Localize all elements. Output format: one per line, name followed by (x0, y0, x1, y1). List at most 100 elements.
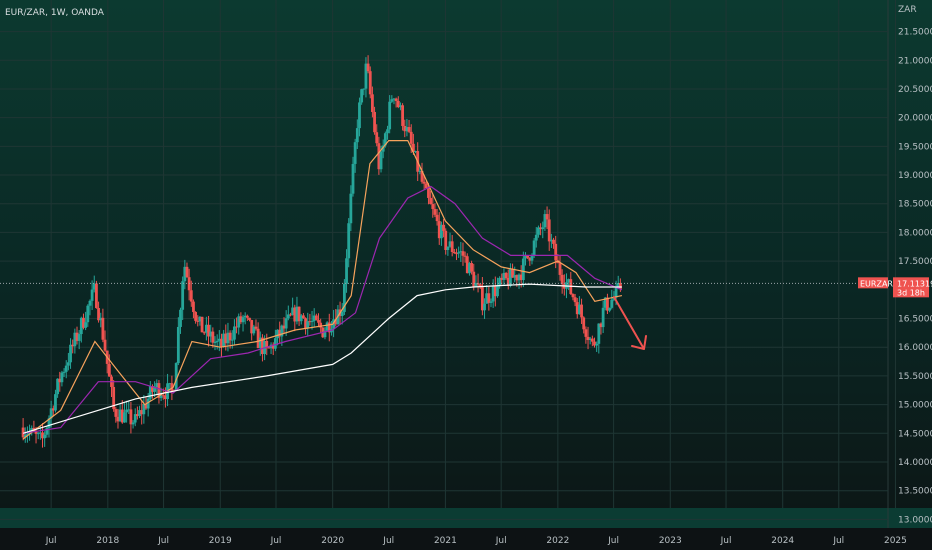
candle-body (487, 293, 491, 303)
candle-body (340, 311, 344, 317)
chart-title: EUR/ZAR, 1W, OANDA (5, 8, 105, 18)
candle-body (323, 330, 327, 338)
candle-body (144, 404, 148, 409)
candle-body (578, 304, 581, 315)
candle-body (364, 63, 368, 89)
candle-body (349, 193, 353, 224)
candle-body (618, 282, 622, 290)
candle-body (235, 326, 238, 328)
candle-body (431, 204, 435, 210)
candle-body (140, 410, 144, 415)
candle-body (317, 319, 320, 323)
candle-body (116, 416, 120, 422)
candle-body (386, 129, 389, 134)
candle-body (114, 409, 118, 417)
x-tick-label: 2023 (659, 536, 682, 546)
candle-body (539, 227, 542, 230)
symbol-badge-label: EURZAR (860, 279, 893, 288)
candle-body (200, 316, 204, 333)
candle-body (224, 333, 228, 344)
y-tick-label: 17.50000 (898, 257, 932, 267)
candle-body (164, 395, 167, 400)
candle-body (392, 98, 396, 100)
candle-body (325, 322, 329, 331)
y-tick-label: 13.00000 (898, 515, 932, 525)
candle-body (226, 332, 230, 344)
candle-body (552, 239, 555, 244)
y-tick-label: 18.00000 (898, 228, 932, 238)
candle-body (493, 286, 497, 297)
candle-body (483, 303, 486, 311)
x-tick-label: 2025 (884, 536, 907, 546)
candle-body (534, 234, 538, 241)
candle-body (549, 239, 553, 242)
candle-body (153, 387, 157, 392)
x-tick-label: Jul (495, 536, 507, 546)
candle-body (440, 224, 443, 239)
candle-body (196, 320, 200, 322)
symbol-badge (858, 277, 888, 289)
candle-body (73, 332, 77, 347)
y-tick-label: 19.50000 (898, 142, 932, 152)
candle-body (90, 289, 94, 301)
candle-body (181, 281, 185, 310)
candle-body (610, 299, 614, 308)
candle-body (77, 334, 81, 341)
candle-body (411, 143, 415, 152)
candle-body (584, 329, 588, 337)
candle-body (310, 320, 314, 322)
candle-body (233, 326, 236, 340)
candle-body (606, 297, 609, 311)
candle-body (28, 431, 31, 435)
candle-body (258, 337, 262, 349)
candle-body (558, 263, 562, 275)
candle-body (64, 365, 68, 372)
candle-body (407, 127, 411, 132)
candle-body (485, 293, 489, 304)
candle-body (355, 128, 359, 143)
candle-body (243, 315, 247, 318)
moving-average-line (22, 140, 623, 440)
candle-body (286, 314, 290, 319)
candle-body (131, 422, 135, 425)
candle-body (99, 317, 103, 321)
candle-body (463, 255, 467, 257)
candle-body (183, 266, 187, 282)
candle-body (504, 272, 508, 278)
candle-body (418, 170, 422, 172)
time-axis-bar[interactable] (0, 528, 932, 550)
x-tick-label: Jul (382, 536, 394, 546)
candle-body (381, 145, 385, 152)
bar-countdown: 3d 18h (897, 288, 925, 297)
candle-body (230, 339, 234, 341)
last-price-value: 17.11319 (897, 279, 932, 288)
candle-body (394, 98, 398, 101)
candle-body (472, 271, 476, 288)
candle-body (107, 363, 111, 377)
candle-body (86, 305, 90, 323)
candle-body (517, 274, 521, 281)
y-tick-label: 16.50000 (898, 315, 932, 325)
candle-body (189, 290, 193, 302)
candle-body (537, 227, 540, 235)
candle-body (459, 251, 463, 253)
candle-body (465, 256, 469, 274)
candle-body (174, 363, 178, 391)
x-tick-label: 2022 (546, 536, 569, 546)
candle-body (308, 321, 312, 323)
candle-body (327, 322, 331, 333)
candle-body (198, 316, 202, 322)
candle-body (252, 326, 256, 334)
candle-body (302, 315, 305, 319)
candle-body (62, 371, 66, 373)
candle-body (299, 315, 303, 322)
candle-body (414, 151, 417, 153)
candle-body (155, 383, 159, 388)
candle-body (366, 63, 370, 72)
candle-body (461, 251, 465, 256)
candle-body (133, 414, 137, 423)
candle-body (276, 329, 279, 339)
candle-body (476, 283, 480, 285)
